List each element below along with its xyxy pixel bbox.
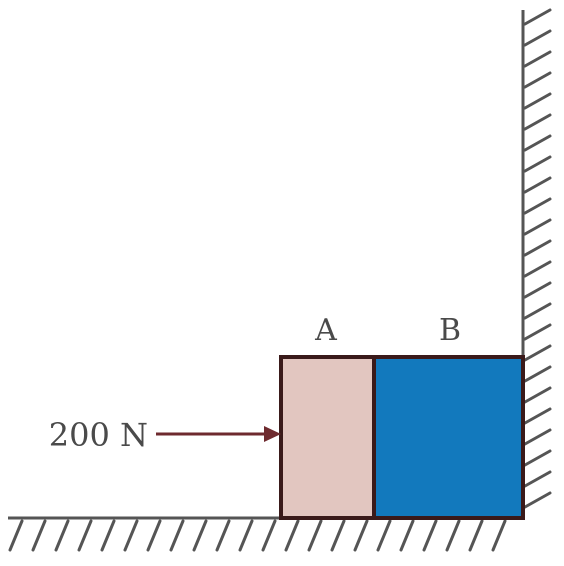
floor-hatch-stroke [307, 519, 323, 552]
floor-hatch-stroke [31, 519, 47, 552]
wall-hatch-stroke [523, 470, 552, 488]
wall-hatch-stroke [523, 134, 552, 152]
force-arrow: 200 N [49, 416, 281, 454]
block-b-label: B [439, 313, 461, 348]
wall-hatch-stroke [523, 155, 552, 173]
wall-hatch-stroke [523, 491, 552, 509]
wall-hatch-stroke [523, 176, 552, 194]
floor-hatch-stroke [284, 519, 300, 552]
wall [521, 8, 552, 518]
block-a: A [279, 313, 376, 520]
floor-hatch-stroke [330, 519, 346, 552]
wall-hatching [523, 8, 552, 509]
wall-hatch-stroke [523, 302, 552, 320]
wall-hatch-stroke [523, 218, 552, 236]
floor-hatch-stroke [261, 519, 277, 552]
wall-hatch-stroke [523, 449, 552, 467]
floor-hatch-stroke [353, 519, 369, 552]
floor-hatch-stroke [146, 519, 162, 552]
wall-hatch-stroke [523, 197, 552, 215]
floor-hatch-stroke [8, 519, 24, 552]
floor-hatch-stroke [445, 519, 461, 552]
block-b-body [372, 355, 525, 520]
floor-hatch-stroke [238, 519, 254, 552]
floor [8, 516, 525, 552]
wall-hatch-stroke [523, 281, 552, 299]
floor-hatch-stroke [468, 519, 484, 552]
wall-hatch-stroke [523, 386, 552, 404]
floor-hatch-stroke [192, 519, 208, 552]
floor-hatch-stroke [77, 519, 93, 552]
wall-hatch-stroke [523, 428, 552, 446]
floor-hatch-stroke [54, 519, 70, 552]
floor-hatch-stroke [100, 519, 116, 552]
wall-hatch-stroke [523, 50, 552, 68]
wall-hatch-stroke [523, 113, 552, 131]
wall-hatch-stroke [523, 323, 552, 341]
floor-hatch-stroke [123, 519, 139, 552]
floor-hatch-stroke [491, 519, 507, 552]
floor-hatch-stroke [422, 519, 438, 552]
floor-hatch-stroke [376, 519, 392, 552]
wall-hatch-stroke [523, 260, 552, 278]
wall-hatch-stroke [523, 29, 552, 47]
block-a-label: A [314, 313, 337, 348]
floor-hatch-stroke [169, 519, 185, 552]
force-arrow-head [264, 426, 281, 442]
wall-hatch-stroke [523, 92, 552, 110]
floor-hatch-stroke [399, 519, 415, 552]
wall-hatch-stroke [523, 239, 552, 257]
wall-hatch-stroke [523, 407, 552, 425]
wall-hatch-stroke [523, 365, 552, 383]
floor-hatch-stroke [215, 519, 231, 552]
wall-hatch-stroke [523, 344, 552, 362]
floor-hatching [8, 519, 507, 552]
block-b: B [372, 313, 525, 520]
block-a-body [279, 355, 376, 520]
force-label: 200 N [49, 416, 148, 454]
wall-hatch-stroke [523, 71, 552, 89]
wall-hatch-stroke [523, 8, 552, 26]
